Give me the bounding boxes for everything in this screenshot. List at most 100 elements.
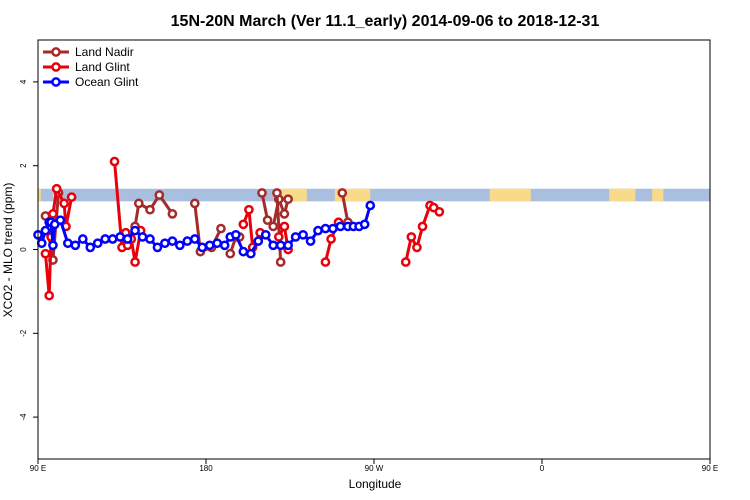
data-point [320,223,331,234]
data-point [225,248,236,259]
data-point [40,225,51,236]
data-point [130,225,140,236]
series-line [275,192,283,263]
data-point [279,209,290,219]
land-band-segment [652,188,664,202]
legend-label: Ocean Glint [75,75,139,89]
data-point [100,234,111,244]
data-point [434,206,445,217]
data-point [320,257,331,267]
legend-item: Land Nadir [43,45,134,59]
data-point [55,215,66,226]
legend-label: Land Nadir [75,45,134,59]
data-point [137,232,148,242]
x-tick-label: 90 E [702,464,718,473]
data-point [268,240,279,251]
data-point [268,221,279,232]
chart-title: 15N-20N March (Ver 11.1_early) 2014-09-0… [171,13,600,30]
y-tick-label: -4 [19,413,28,421]
data-point [92,238,103,249]
data-point [130,257,140,267]
legend-marker [51,62,61,72]
data-point [85,242,96,253]
data-point [359,219,370,230]
data-point [290,232,301,242]
x-tick-label: 90 W [365,464,384,473]
data-point [109,156,120,167]
data-point [48,209,58,219]
legend-label: Land Glint [75,60,130,74]
data-point [253,236,264,246]
data-point [145,234,155,244]
x-axis: 90 E 180 90 W 0 90 E [30,459,718,473]
data-point [160,238,170,249]
data-point [66,192,77,202]
data-point [328,223,338,234]
data-point [122,234,133,244]
legend-marker [51,77,61,87]
data-point [204,240,215,251]
data-point [59,198,69,209]
data-point [257,188,267,198]
data-point [44,290,55,301]
series-land-glint [40,156,445,301]
data-point [326,234,336,244]
data-point [216,223,226,234]
data-point [238,246,249,257]
data-point [337,188,348,198]
y-axis: -4 -2 0 2 4 [19,79,38,421]
data-point [70,240,81,251]
data-point [283,194,293,205]
data-point [406,232,417,242]
legend-item: Ocean Glint [43,75,139,89]
data-point [238,219,249,230]
data-point [298,229,308,240]
data-point [107,234,118,244]
land-band-segment [489,188,531,202]
x-axis-label: Longitude [349,477,402,491]
data-point [244,204,254,215]
y-tick-label: 4 [19,79,28,84]
data-point [272,188,282,198]
data-point [182,236,193,246]
y-axis-label: XCO2 - MLO trend (ppm) [1,183,15,318]
y-tick-label: 2 [19,163,28,168]
data-point [167,209,178,219]
data-point [262,215,273,226]
data-point [133,198,144,209]
data-point [212,238,223,249]
data-point [275,240,286,251]
data-point [189,234,200,244]
data-point [400,257,411,267]
data-point [48,240,58,251]
data-point [231,229,241,240]
x-tick-label: 90 E [30,464,46,473]
data-point [313,225,323,236]
data-point [152,242,163,253]
series-ocean-glint [33,200,376,259]
data-point [36,238,47,249]
x-tick-label: 180 [199,464,213,473]
data-point [417,221,428,232]
data-point [305,236,316,246]
data-point [77,234,88,244]
data-point [245,248,256,259]
land-band-segment [609,188,636,202]
data-point [260,229,271,240]
data-point [283,240,293,251]
data-point [219,240,230,251]
y-tick-label: -2 [19,329,28,337]
data-point [51,183,62,194]
data-point [175,240,185,251]
data-point [145,204,155,215]
y-tick-label: 0 [19,247,28,252]
data-point [365,200,376,211]
series-line [340,192,350,223]
data-point [40,248,51,259]
data-point [167,236,178,246]
land-band-segment [38,188,41,202]
ocean-band [38,188,710,202]
data-point [273,232,284,242]
